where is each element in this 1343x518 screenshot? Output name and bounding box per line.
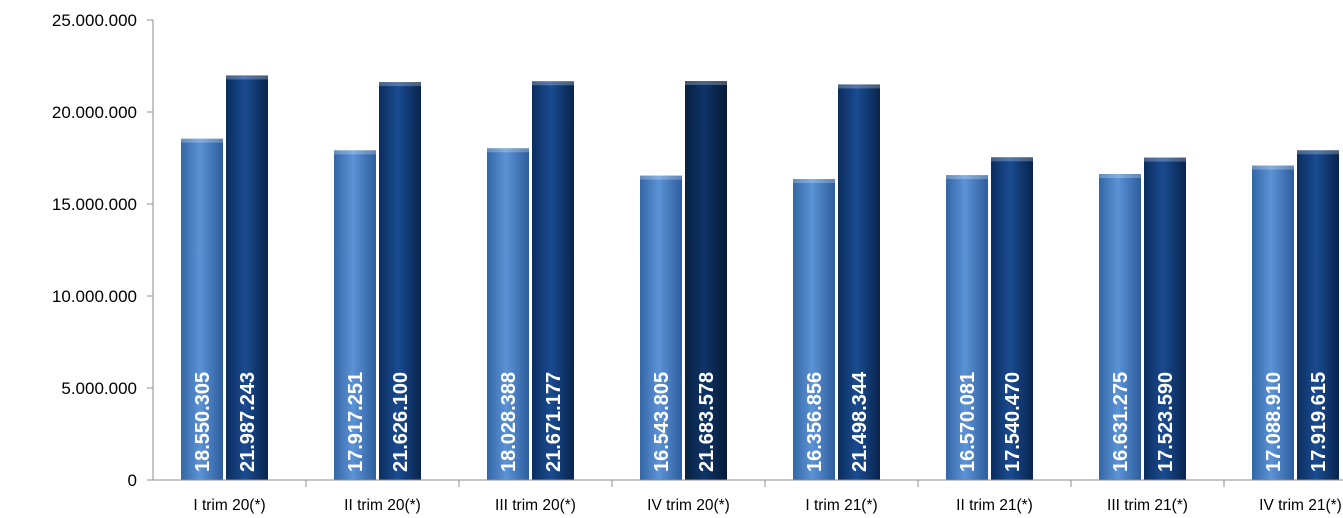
bar xyxy=(532,81,574,481)
data-label: 21.987.243 xyxy=(237,372,259,472)
bar xyxy=(1144,157,1186,480)
bar xyxy=(1297,150,1339,480)
y-tick-label: 10.000.000 xyxy=(52,287,137,306)
bar xyxy=(379,82,421,480)
data-label: 16.543.805 xyxy=(651,372,673,472)
bar-top-highlight xyxy=(487,148,529,153)
bar-top-highlight xyxy=(946,175,988,180)
bar-top-highlight xyxy=(991,157,1033,162)
bar-top-highlight xyxy=(226,75,268,80)
bar xyxy=(946,175,988,480)
bar xyxy=(487,148,529,481)
bar xyxy=(991,157,1033,480)
data-label: 21.683.578 xyxy=(696,372,718,472)
data-label: 17.523.590 xyxy=(1155,372,1177,472)
x-tick-label: IV trim 21(*) xyxy=(1259,497,1342,514)
bar-top-highlight xyxy=(181,138,223,143)
x-tick-label: I trim 20(*) xyxy=(193,497,265,514)
bar-top-highlight xyxy=(379,82,421,87)
bar-top-highlight xyxy=(1252,165,1294,170)
x-tick-label: III trim 21(*) xyxy=(1107,497,1188,514)
bar xyxy=(685,81,727,481)
data-label: 17.919.615 xyxy=(1308,372,1330,472)
bar-top-highlight xyxy=(793,179,835,184)
data-label: 17.540.470 xyxy=(1002,372,1024,472)
data-label: 17.088.910 xyxy=(1263,372,1285,472)
x-tick-label: I trim 21(*) xyxy=(805,497,877,514)
bar xyxy=(334,150,376,481)
x-tick-label: III trim 20(*) xyxy=(495,497,576,514)
data-label: 18.550.305 xyxy=(192,372,214,472)
data-label: 16.570.081 xyxy=(957,372,979,472)
data-label: 21.626.100 xyxy=(390,372,412,472)
bar-top-highlight xyxy=(1297,150,1339,155)
bars-layer xyxy=(181,75,1339,481)
data-label: 16.356.856 xyxy=(804,372,826,472)
x-tick-label: II trim 21(*) xyxy=(956,497,1033,514)
data-label: 16.631.275 xyxy=(1110,372,1132,472)
y-tick-label: 20.000.000 xyxy=(52,103,137,122)
x-tick-label: IV trim 20(*) xyxy=(647,497,730,514)
bar-top-highlight xyxy=(1099,173,1141,178)
bar-top-highlight xyxy=(838,84,880,89)
bar xyxy=(1099,173,1141,480)
axes-layer: I trim 20(*) II trim 20(*) III trim 20(*) I… xyxy=(52,11,1343,514)
y-tick-label: 25.000.000 xyxy=(52,11,137,30)
x-tick-label: II trim 20(*) xyxy=(344,497,421,514)
bar-top-highlight xyxy=(640,175,682,180)
bar xyxy=(181,138,223,481)
bar xyxy=(1252,165,1294,480)
y-tick-label: 0 xyxy=(128,471,137,490)
bar-top-highlight xyxy=(1144,157,1186,162)
data-labels-layer: 18.550.305 21.987.243 17.917.251 21.626.100… xyxy=(192,371,1330,472)
bar-top-highlight xyxy=(334,150,376,155)
bar xyxy=(640,175,682,480)
bar-top-highlight xyxy=(685,81,727,86)
data-label: 21.498.344 xyxy=(849,371,871,472)
data-label: 17.917.251 xyxy=(345,372,367,472)
y-tick-label: 5.000.000 xyxy=(61,379,137,398)
data-label: 21.671.177 xyxy=(543,372,565,472)
data-label: 18.028.388 xyxy=(498,372,520,472)
bar xyxy=(226,75,268,481)
y-tick-label: 15.000.000 xyxy=(52,195,137,214)
bar xyxy=(838,84,880,480)
bar xyxy=(793,179,835,480)
bar-top-highlight xyxy=(532,81,574,86)
